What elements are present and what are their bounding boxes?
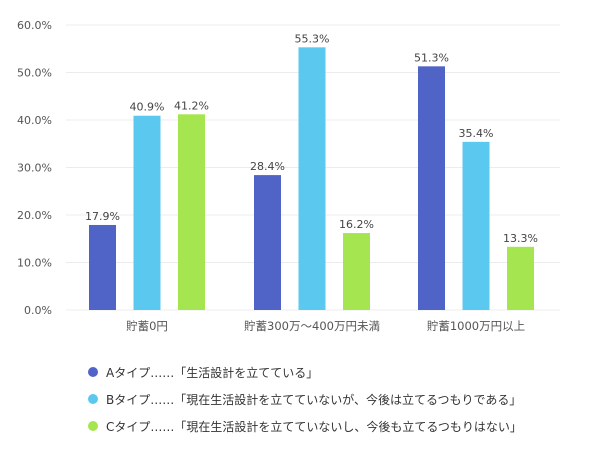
- legend-item-c-type: Cタイプ……「現在生活設計を立てていないし、今後も立てるつもりはない」: [88, 417, 522, 435]
- bar: [418, 66, 445, 310]
- legend-label: Aタイプ……「生活設計を立てている」: [106, 365, 319, 380]
- legend-dot-icon: [88, 367, 98, 377]
- bar-chart: 0.0% 10.0% 20.0% 30.0% 40.0% 50.0% 60.0% 17.9% 4…: [17, 19, 560, 333]
- legend: Aタイプ……「生活設計を立てている」 Bタイプ……「現在生活設計を立てていないが…: [88, 363, 522, 444]
- y-tick-label: 20.0%: [17, 209, 52, 222]
- y-tick-label: 50.0%: [17, 67, 52, 80]
- data-label: 17.9%: [85, 210, 120, 223]
- legend-label: Bタイプ……「現在生活設計を立てていないが、今後は立てるつもりである」: [106, 392, 522, 407]
- data-label: 28.4%: [250, 160, 285, 173]
- y-tick-label: 10.0%: [17, 257, 52, 270]
- legend-item-b-type: Bタイプ……「現在生活設計を立てていないが、今後は立てるつもりである」: [88, 390, 522, 408]
- bar: [178, 114, 205, 310]
- data-label: 51.3%: [414, 51, 449, 64]
- bar: [298, 47, 326, 310]
- y-tick-label: 60.0%: [17, 19, 52, 32]
- y-tick-label: 30.0%: [17, 162, 52, 175]
- data-label: 13.3%: [503, 232, 538, 245]
- bar: [343, 233, 370, 310]
- data-label: 41.2%: [174, 99, 209, 112]
- x-category-label: 貯蓄300万～400万円未満: [244, 319, 380, 333]
- legend-label: Cタイプ……「現在生活設計を立てていないし、今後も立てるつもりはない」: [106, 419, 522, 434]
- bar: [254, 175, 281, 310]
- data-label: 16.2%: [339, 218, 374, 231]
- y-tick-label: 0.0%: [24, 304, 52, 317]
- bar: [507, 246, 534, 310]
- data-label: 55.3%: [295, 32, 330, 45]
- bar: [89, 224, 116, 310]
- data-label: 35.4%: [459, 127, 494, 140]
- legend-dot-icon: [88, 394, 98, 404]
- bar: [462, 141, 490, 310]
- x-category-label: 貯蓄0円: [126, 319, 168, 333]
- legend-dot-icon: [88, 421, 98, 431]
- legend-item-a-type: Aタイプ……「生活設計を立てている」: [88, 363, 522, 381]
- bar: [133, 115, 161, 310]
- y-tick-label: 40.0%: [17, 114, 52, 127]
- data-label: 40.9%: [130, 101, 165, 114]
- x-category-label: 貯蓄1000万円以上: [427, 319, 525, 333]
